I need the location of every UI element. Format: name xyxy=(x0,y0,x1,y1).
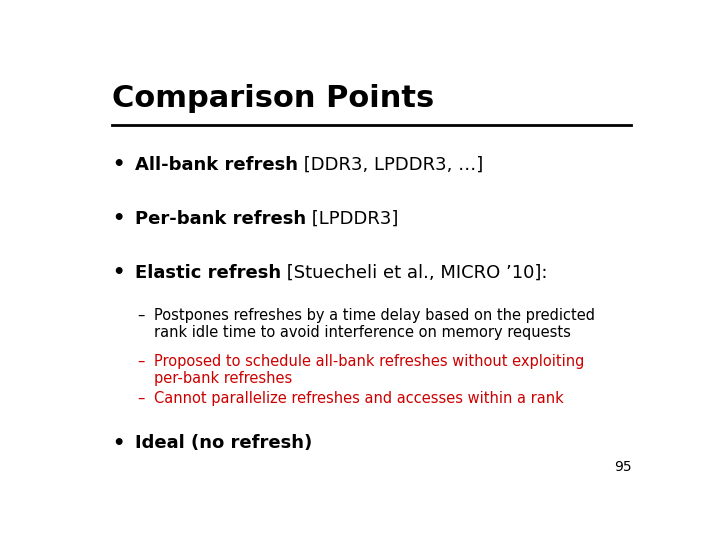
Text: Cannot parallelize refreshes and accesses within a rank: Cannot parallelize refreshes and accesse… xyxy=(154,391,564,406)
Text: All-bank refresh: All-bank refresh xyxy=(135,156,297,173)
Text: •: • xyxy=(112,434,125,453)
Text: Per-bank refresh: Per-bank refresh xyxy=(135,210,306,228)
Text: –: – xyxy=(138,354,145,369)
Text: •: • xyxy=(112,209,125,228)
Text: Elastic refresh: Elastic refresh xyxy=(135,264,281,282)
Text: •: • xyxy=(112,263,125,282)
Text: •: • xyxy=(112,155,125,174)
Text: Postpones refreshes by a time delay based on the predicted
rank idle time to avo: Postpones refreshes by a time delay base… xyxy=(154,308,595,340)
Text: [DDR3, LPDDR3, …]: [DDR3, LPDDR3, …] xyxy=(297,156,483,173)
Text: 95: 95 xyxy=(613,461,631,474)
Text: Ideal (no refresh): Ideal (no refresh) xyxy=(135,434,312,452)
Text: –: – xyxy=(138,391,145,406)
Text: Proposed to schedule all-bank refreshes without exploiting
per-bank refreshes: Proposed to schedule all-bank refreshes … xyxy=(154,354,585,386)
Text: –: – xyxy=(138,308,145,323)
Text: [LPDDR3]: [LPDDR3] xyxy=(306,210,398,228)
Text: Comparison Points: Comparison Points xyxy=(112,84,435,112)
Text: [Stuecheli et al., MICRO ’10]:: [Stuecheli et al., MICRO ’10]: xyxy=(281,264,547,282)
